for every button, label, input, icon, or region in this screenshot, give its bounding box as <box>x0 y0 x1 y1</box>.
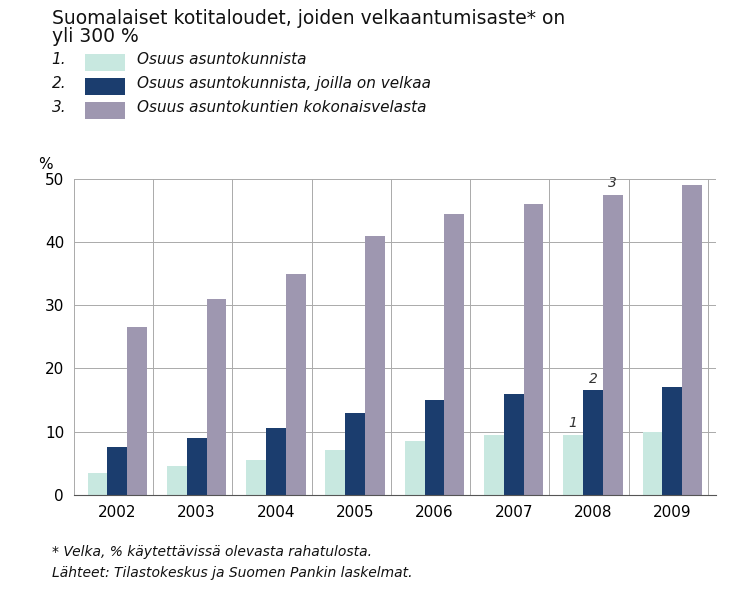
Bar <box>167 466 187 495</box>
Text: Osuus asuntokunnista, joilla on velkaa: Osuus asuntokunnista, joilla on velkaa <box>137 76 430 91</box>
Text: * Velka, % käytettävissä olevasta rahatulosta.: * Velka, % käytettävissä olevasta rahatu… <box>52 545 372 559</box>
Text: 3.: 3. <box>52 100 66 115</box>
Text: %: % <box>38 157 53 172</box>
Text: 1: 1 <box>569 416 578 430</box>
Bar <box>246 460 266 495</box>
Text: 3: 3 <box>608 176 617 190</box>
Bar <box>207 299 227 495</box>
Bar <box>444 213 464 495</box>
Text: 2.: 2. <box>52 76 66 91</box>
Text: Lähteet: Tilastokeskus ja Suomen Pankin laskelmat.: Lähteet: Tilastokeskus ja Suomen Pankin … <box>52 566 412 580</box>
Bar <box>325 451 345 495</box>
Text: Suomalaiset kotitaloudet, joiden velkaantumisaste* on: Suomalaiset kotitaloudet, joiden velkaan… <box>52 9 565 28</box>
Text: 1.: 1. <box>52 52 66 67</box>
Bar <box>345 412 365 495</box>
Bar <box>286 274 306 495</box>
Bar <box>524 204 543 495</box>
Bar <box>643 432 663 495</box>
Bar <box>583 390 603 495</box>
Bar <box>128 327 147 495</box>
Bar <box>682 185 702 495</box>
Bar <box>187 438 207 495</box>
Bar <box>563 434 583 495</box>
Bar <box>663 387 682 495</box>
Bar <box>404 441 424 495</box>
Bar <box>504 393 524 495</box>
Text: Osuus asuntokunnista: Osuus asuntokunnista <box>137 52 306 67</box>
Bar <box>108 447 128 495</box>
Bar <box>484 434 504 495</box>
Bar <box>88 473 108 495</box>
Bar <box>365 235 385 495</box>
Text: yli 300 %: yli 300 % <box>52 27 139 46</box>
Bar <box>266 429 286 495</box>
Text: Osuus asuntokuntien kokonaisvelasta: Osuus asuntokuntien kokonaisvelasta <box>137 100 426 115</box>
Text: 2: 2 <box>589 372 598 386</box>
Bar <box>603 194 623 495</box>
Bar <box>424 400 444 495</box>
